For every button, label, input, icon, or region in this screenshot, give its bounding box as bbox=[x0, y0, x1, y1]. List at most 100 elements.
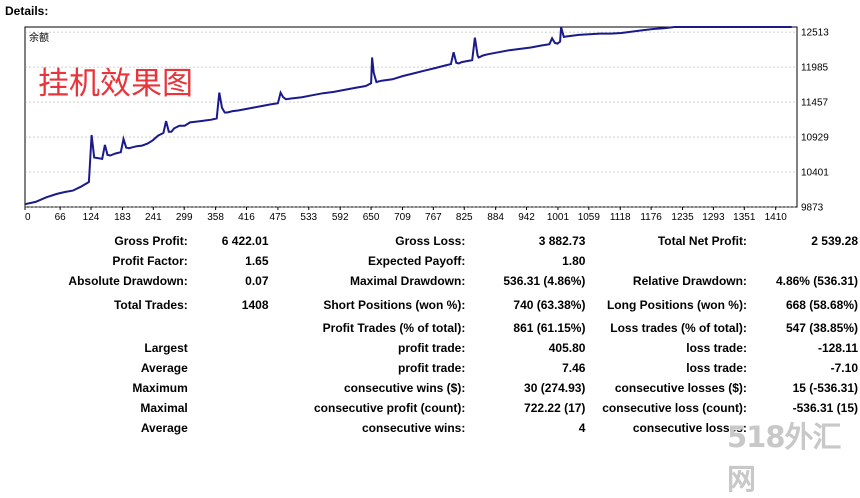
x-tick-label: 475 bbox=[270, 212, 287, 223]
maximal-consec-profit-value: 722.22 (17) bbox=[524, 401, 586, 415]
x-tick-label: 884 bbox=[487, 212, 504, 223]
x-tick-label: 592 bbox=[332, 212, 349, 223]
x-tick-label: 124 bbox=[83, 212, 100, 223]
largest-profit-value: 405.80 bbox=[548, 341, 586, 355]
x-tick-label: 183 bbox=[114, 212, 131, 223]
long-positions-value: 668 (58.68%) bbox=[785, 297, 858, 312]
balance-line bbox=[24, 26, 792, 206]
stats-row: Absolute Drawdown: 0.07 Maximal Drawdown… bbox=[0, 271, 860, 291]
gross-loss-label: Gross Loss: bbox=[395, 234, 466, 248]
avg-consec-wins-value: 4 bbox=[578, 421, 586, 435]
chart-legend: 余额 bbox=[29, 31, 49, 44]
gross-profit-label: Gross Profit: bbox=[114, 234, 188, 248]
largest-loss-label: loss trade: bbox=[686, 341, 747, 355]
x-tick-label: 1410 bbox=[765, 212, 788, 223]
loss-trades-label: Loss trades (% of total): bbox=[610, 321, 747, 335]
maximal-drawdown-value: 536.31 (4.86%) bbox=[503, 274, 586, 288]
y-axis-ticks: 12513 11985 11457 10929 10401 9873 bbox=[801, 28, 829, 214]
short-positions-label: Short Positions (won %): bbox=[323, 297, 466, 312]
average-label: Average bbox=[140, 361, 188, 375]
x-tick-label: 416 bbox=[238, 212, 255, 223]
max-consec-wins-label: consecutive wins ($): bbox=[343, 381, 466, 395]
maximal-consec-profit-label: consecutive profit (count): bbox=[313, 401, 466, 415]
stats-row: Maximum consecutive wins ($): 30 (274.93… bbox=[0, 378, 860, 398]
average-consec-label: Average bbox=[140, 421, 188, 435]
expected-payoff-label: Expected Payoff: bbox=[367, 254, 466, 268]
x-tick-label: 66 bbox=[55, 212, 67, 223]
y-tick-label: 12513 bbox=[801, 28, 829, 39]
x-tick-label: 1293 bbox=[702, 212, 725, 223]
stats-row: Profit Factor: 1.65 Expected Payoff: 1.8… bbox=[0, 251, 860, 271]
average-loss-value: -7.10 bbox=[830, 361, 858, 375]
plot-frame bbox=[24, 26, 798, 208]
avg-consec-losses-label: consecutive losses: bbox=[632, 421, 747, 435]
average-profit-value: 7.46 bbox=[562, 361, 586, 375]
expected-payoff-value: 1.80 bbox=[562, 254, 586, 268]
x-tick-label: 825 bbox=[456, 212, 473, 223]
x-tick-label: 650 bbox=[363, 212, 380, 223]
relative-drawdown-label: Relative Drawdown: bbox=[632, 274, 747, 288]
x-axis-ticks: 0 66 124 183 241 299 358 416 475 533 592 650 709 767 8… bbox=[24, 207, 788, 223]
largest-label: Largest bbox=[144, 341, 188, 355]
x-tick-label: 0 bbox=[25, 212, 31, 223]
maximal-label: Maximal bbox=[140, 401, 188, 415]
gross-profit-value: 6 422.01 bbox=[221, 234, 269, 248]
average-profit-label: profit trade: bbox=[397, 361, 466, 375]
maximal-consec-loss-value: -536.31 (15) bbox=[792, 401, 858, 415]
y-tick-label: 11457 bbox=[801, 98, 829, 109]
overlay-text: 挂机效果图 bbox=[38, 66, 193, 102]
largest-profit-label: profit trade: bbox=[397, 341, 466, 355]
stats-row: Largest profit trade: 405.80 loss trade:… bbox=[0, 338, 860, 358]
x-tick-label: 533 bbox=[300, 212, 317, 223]
y-tick-label: 11985 bbox=[801, 63, 829, 74]
stats-row: Maximal consecutive profit (count): 722.… bbox=[0, 398, 860, 418]
stats-row: Gross Profit: 6 422.01 Gross Loss: 3 882… bbox=[0, 231, 860, 251]
y-tick-label: 10401 bbox=[801, 168, 829, 179]
y-tick-label: 9873 bbox=[801, 203, 824, 214]
total-trades-label: Total Trades: bbox=[113, 297, 188, 312]
stats-row: Profit Trades (% of total): 861 (61.15%)… bbox=[0, 318, 860, 338]
relative-drawdown-value: 4.86% (536.31) bbox=[775, 274, 858, 288]
x-tick-label: 358 bbox=[207, 212, 224, 223]
x-tick-label: 1351 bbox=[733, 212, 756, 223]
stats-table: Gross Profit: 6 422.01 Gross Loss: 3 882… bbox=[0, 231, 860, 438]
largest-loss-value: -128.11 bbox=[817, 341, 858, 355]
x-tick-label: 1176 bbox=[640, 212, 662, 223]
x-tick-label: 241 bbox=[145, 212, 162, 223]
x-tick-label: 1118 bbox=[610, 212, 631, 223]
profit-trades-value: 861 (61.15%) bbox=[513, 321, 586, 335]
x-tick-label: 767 bbox=[425, 212, 442, 223]
maximum-label: Maximum bbox=[132, 381, 188, 395]
gross-loss-value: 3 882.73 bbox=[538, 234, 586, 248]
balance-chart: 余额 挂机效果图 12513 11985 11457 10929 10401 9873 0… bbox=[24, 26, 829, 223]
absolute-drawdown-label: Absolute Drawdown: bbox=[68, 274, 188, 288]
stats-row: Average profit trade: 7.46 loss trade: -… bbox=[0, 358, 860, 378]
max-consec-losses-value: 15 (-536.31) bbox=[792, 381, 858, 395]
x-tick-label: 1235 bbox=[671, 212, 694, 223]
x-tick-label: 942 bbox=[518, 212, 535, 223]
details-title: Details: bbox=[5, 4, 49, 18]
total-net-profit-label: Total Net Profit: bbox=[657, 234, 747, 248]
average-loss-label: loss trade: bbox=[686, 361, 747, 375]
avg-consec-wins-label: consecutive wins: bbox=[361, 421, 466, 435]
total-trades-value: 1408 bbox=[241, 297, 269, 312]
maximal-drawdown-label: Maximal Drawdown: bbox=[349, 274, 466, 288]
long-positions-label: Long Positions (won %): bbox=[606, 297, 747, 312]
x-tick-label: 709 bbox=[394, 212, 411, 223]
x-tick-label: 1059 bbox=[578, 212, 601, 223]
total-net-profit-value: 2 539.28 bbox=[811, 234, 858, 248]
profit-factor-label: Profit Factor: bbox=[112, 254, 188, 268]
x-tick-label: 1001 bbox=[547, 212, 570, 223]
maximal-consec-loss-label: consecutive loss (count): bbox=[602, 401, 747, 415]
y-tick-label: 10929 bbox=[801, 133, 829, 144]
profit-trades-label: Profit Trades (% of total): bbox=[322, 321, 466, 335]
max-consec-wins-value: 30 (274.93) bbox=[524, 381, 586, 395]
profit-factor-value: 1.65 bbox=[245, 254, 269, 268]
max-consec-losses-label: consecutive losses ($): bbox=[614, 381, 747, 395]
short-positions-value: 740 (63.38%) bbox=[513, 297, 586, 312]
x-tick-label: 299 bbox=[176, 212, 193, 223]
stats-row: Average consecutive wins: 4 consecutive … bbox=[0, 418, 860, 438]
watermark-logo: 518外汇网 bbox=[727, 420, 842, 496]
absolute-drawdown-value: 0.07 bbox=[245, 274, 269, 288]
stats-row: Total Trades: 1408 Short Positions (won … bbox=[0, 291, 860, 318]
